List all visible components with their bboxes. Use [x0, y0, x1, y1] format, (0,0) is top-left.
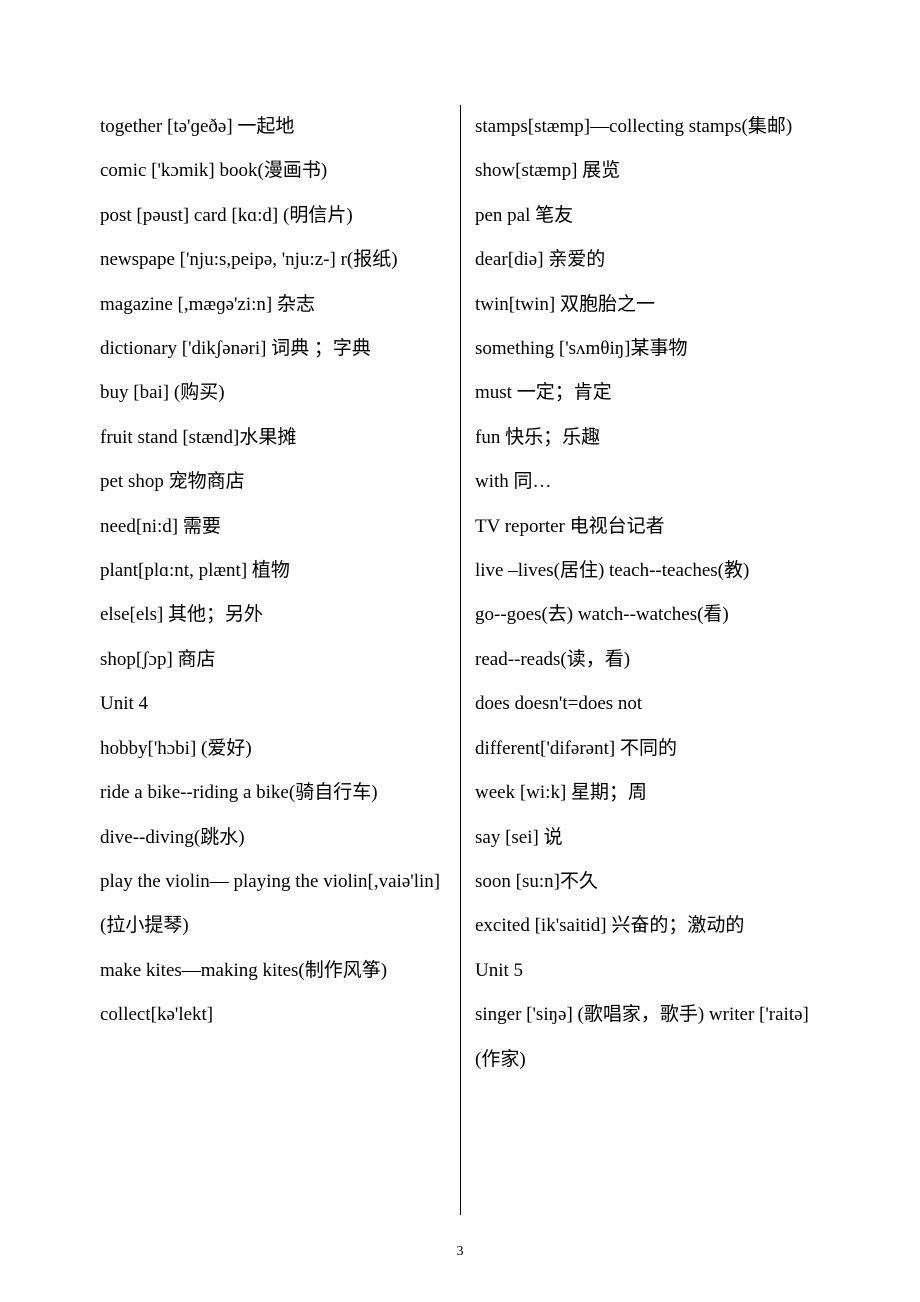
- vocabulary-entry: hobby['hɔbi] (爱好): [100, 727, 446, 771]
- vocabulary-entry: live –lives(居住) teach--teaches(教): [475, 549, 820, 593]
- vocabulary-entry: shop[ʃɔp] 商店: [100, 638, 446, 682]
- vocabulary-entry: need[ni:d] 需要: [100, 505, 446, 549]
- vocabulary-entry: dictionary ['dikʃənəri] 词典 ；字典: [100, 327, 446, 371]
- vocabulary-entry: buy [bai] (购买): [100, 371, 446, 415]
- vocabulary-entry: soon [su:n]不久: [475, 860, 820, 904]
- vocabulary-entry: pet shop 宠物商店: [100, 460, 446, 504]
- vocabulary-entry: fruit stand [stænd]水果摊: [100, 416, 446, 460]
- vocabulary-entry: must 一定；肯定: [475, 371, 820, 415]
- vocabulary-entry: dear[diə] 亲爱的: [475, 238, 820, 282]
- vocabulary-entry: fun 快乐；乐趣: [475, 416, 820, 460]
- vocabulary-entry: singer ['siŋə] (歌唱家，歌手) writer ['raitə] …: [475, 993, 820, 1082]
- vocabulary-entry: Unit 5: [475, 949, 820, 993]
- document-page: together [tə'ɡeðə] 一起地comic ['kɔmik] boo…: [0, 0, 920, 1302]
- vocabulary-entry: comic ['kɔmik] book(漫画书): [100, 149, 446, 193]
- vocabulary-entry: pen pal 笔友: [475, 194, 820, 238]
- vocabulary-entry: something ['sʌmθiŋ]某事物: [475, 327, 820, 371]
- left-column: together [tə'ɡeðə] 一起地comic ['kɔmik] boo…: [100, 105, 460, 1215]
- vocabulary-entry: Unit 4: [100, 682, 446, 726]
- vocabulary-entry: with 同…: [475, 460, 820, 504]
- right-column: stamps[stæmp]—collecting stamps(集邮)show[…: [460, 105, 820, 1215]
- vocabulary-entry: does doesn't=does not: [475, 682, 820, 726]
- vocabulary-entry: make kites—making kites(制作风筝): [100, 949, 446, 993]
- vocabulary-entry: go--goes(去) watch--watches(看): [475, 593, 820, 637]
- vocabulary-entry: excited [ik'saitid] 兴奋的；激动的: [475, 904, 820, 948]
- vocabulary-entry: week [wi:k] 星期；周: [475, 771, 820, 815]
- vocabulary-entry: together [tə'ɡeðə] 一起地: [100, 105, 446, 149]
- vocabulary-entry: play the violin— playing the violin[,vai…: [100, 860, 446, 949]
- vocabulary-entry: show[stæmp] 展览: [475, 149, 820, 193]
- vocabulary-entry: collect[kə'lekt]: [100, 993, 446, 1037]
- page-number: 3: [0, 1244, 920, 1260]
- vocabulary-entry: else[els] 其他；另外: [100, 593, 446, 637]
- vocabulary-entry: newspape ['nju:s,peipə, 'nju:z-] r(报纸): [100, 238, 446, 282]
- vocabulary-entry: plant[plɑ:nt, plænt] 植物: [100, 549, 446, 593]
- two-column-layout: together [tə'ɡeðə] 一起地comic ['kɔmik] boo…: [100, 105, 820, 1215]
- vocabulary-entry: post [pəust] card [kɑ:d] (明信片): [100, 194, 446, 238]
- vocabulary-entry: magazine [,mæɡə'zi:n] 杂志: [100, 283, 446, 327]
- vocabulary-entry: TV reporter 电视台记者: [475, 505, 820, 549]
- vocabulary-entry: dive--diving(跳水): [100, 816, 446, 860]
- vocabulary-entry: stamps[stæmp]—collecting stamps(集邮): [475, 105, 820, 149]
- vocabulary-entry: different['difərənt] 不同的: [475, 727, 820, 771]
- vocabulary-entry: read--reads(读，看): [475, 638, 820, 682]
- vocabulary-entry: ride a bike--riding a bike(骑自行车): [100, 771, 446, 815]
- vocabulary-entry: twin[twin] 双胞胎之一: [475, 283, 820, 327]
- vocabulary-entry: say [sei] 说: [475, 816, 820, 860]
